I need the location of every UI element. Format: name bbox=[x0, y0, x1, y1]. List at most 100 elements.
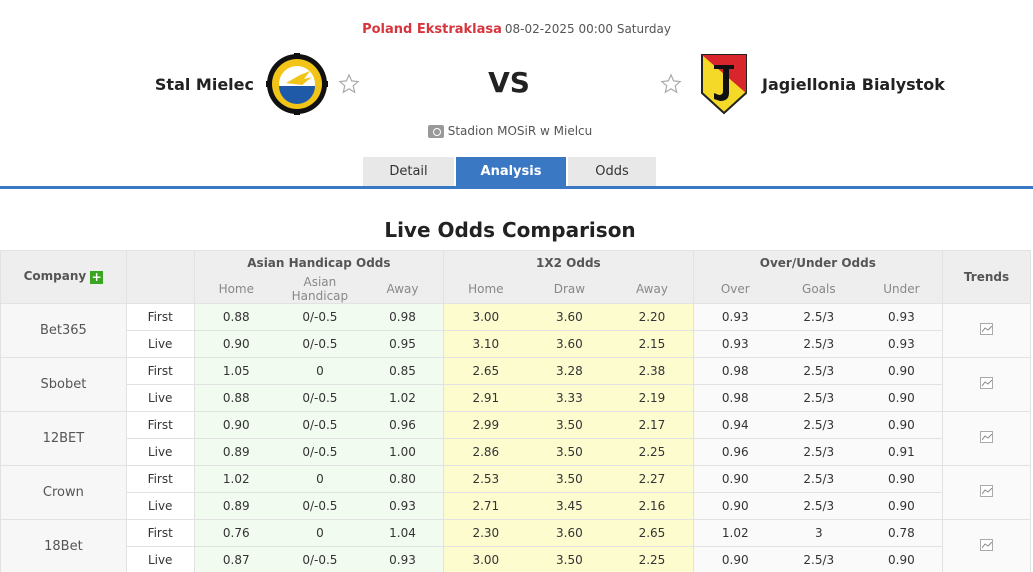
trend-cell[interactable] bbox=[942, 518, 1031, 572]
ah-odds-cell[interactable]: 0 bbox=[277, 356, 362, 385]
home-team-name[interactable]: Stal Mielec bbox=[154, 74, 254, 94]
x12-odds-cell[interactable]: 2.65 bbox=[611, 518, 694, 547]
ou-odds-cell[interactable]: 0.93 bbox=[860, 329, 944, 358]
ah-odds-cell[interactable]: 0.89 bbox=[193, 437, 278, 466]
x12-odds-cell[interactable]: 2.65 bbox=[443, 356, 528, 385]
x12-odds-cell[interactable]: 3.00 bbox=[443, 545, 528, 572]
ou-odds-cell[interactable]: 0.93 bbox=[692, 302, 777, 331]
company-name[interactable]: 18Bet bbox=[0, 518, 127, 572]
company-name[interactable]: Crown bbox=[0, 464, 127, 520]
ou-odds-cell[interactable]: 0.93 bbox=[692, 329, 777, 358]
x12-odds-cell[interactable]: 3.00 bbox=[443, 302, 528, 331]
trend-cell[interactable] bbox=[942, 302, 1031, 358]
x12-odds-cell[interactable]: 2.27 bbox=[611, 464, 694, 493]
ah-odds-cell[interactable]: 0.93 bbox=[361, 491, 445, 520]
company-name[interactable]: 12BET bbox=[0, 410, 127, 466]
ah-odds-cell[interactable]: 0.85 bbox=[361, 356, 445, 385]
ah-odds-cell[interactable]: 1.00 bbox=[361, 437, 445, 466]
company-name[interactable]: Bet365 bbox=[0, 302, 127, 358]
x12-odds-cell[interactable]: 3.60 bbox=[527, 329, 612, 358]
ou-odds-cell[interactable]: 0.90 bbox=[860, 383, 944, 412]
ou-odds-cell[interactable]: 0.93 bbox=[860, 302, 944, 331]
ah-odds-cell[interactable]: 0/-0.5 bbox=[277, 437, 362, 466]
x12-odds-cell[interactable]: 3.28 bbox=[527, 356, 612, 385]
add-company-icon[interactable]: + bbox=[90, 270, 104, 285]
ah-odds-cell[interactable]: 1.02 bbox=[361, 383, 445, 412]
trend-chart-icon[interactable] bbox=[980, 484, 994, 497]
x12-odds-cell[interactable]: 2.16 bbox=[611, 491, 694, 520]
ah-odds-cell[interactable]: 0 bbox=[277, 464, 362, 493]
ou-odds-cell[interactable]: 1.02 bbox=[692, 518, 777, 547]
ah-odds-cell[interactable]: 0.80 bbox=[361, 464, 445, 493]
ou-odds-cell[interactable]: 0.90 bbox=[860, 356, 944, 385]
ou-odds-cell[interactable]: 0.90 bbox=[860, 410, 944, 439]
ou-odds-cell[interactable]: 2.5/3 bbox=[776, 383, 861, 412]
ah-odds-cell[interactable]: 1.02 bbox=[193, 464, 278, 493]
ah-odds-cell[interactable]: 0/-0.5 bbox=[277, 545, 362, 572]
ah-odds-cell[interactable]: 0/-0.5 bbox=[277, 491, 362, 520]
x12-odds-cell[interactable]: 2.86 bbox=[443, 437, 528, 466]
x12-odds-cell[interactable]: 3.50 bbox=[527, 437, 612, 466]
ou-odds-cell[interactable]: 2.5/3 bbox=[776, 356, 861, 385]
x12-odds-cell[interactable]: 3.45 bbox=[527, 491, 612, 520]
ou-odds-cell[interactable]: 2.5/3 bbox=[776, 464, 861, 493]
ah-odds-cell[interactable]: 0.76 bbox=[193, 518, 278, 547]
x12-odds-cell[interactable]: 3.50 bbox=[527, 545, 612, 572]
ou-odds-cell[interactable]: 0.96 bbox=[692, 437, 777, 466]
ah-odds-cell[interactable]: 0/-0.5 bbox=[277, 410, 362, 439]
ah-odds-cell[interactable]: 1.04 bbox=[361, 518, 445, 547]
trend-cell[interactable] bbox=[942, 410, 1031, 466]
ou-odds-cell[interactable]: 0.90 bbox=[692, 464, 777, 493]
ah-odds-cell[interactable]: 0.93 bbox=[361, 545, 445, 572]
x12-odds-cell[interactable]: 2.25 bbox=[611, 437, 694, 466]
ou-odds-cell[interactable]: 2.5/3 bbox=[776, 491, 861, 520]
ou-odds-cell[interactable]: 0.90 bbox=[860, 545, 944, 572]
trend-chart-icon[interactable] bbox=[980, 376, 994, 389]
x12-odds-cell[interactable]: 2.38 bbox=[611, 356, 694, 385]
trend-chart-icon[interactable] bbox=[980, 538, 994, 551]
ou-odds-cell[interactable]: 3 bbox=[776, 518, 861, 547]
ah-odds-cell[interactable]: 0 bbox=[277, 518, 362, 547]
x12-odds-cell[interactable]: 2.17 bbox=[611, 410, 694, 439]
ah-odds-cell[interactable]: 0.90 bbox=[193, 410, 278, 439]
ah-odds-cell[interactable]: 0.88 bbox=[193, 302, 278, 331]
ou-odds-cell[interactable]: 2.5/3 bbox=[776, 545, 861, 572]
x12-odds-cell[interactable]: 3.50 bbox=[527, 410, 612, 439]
ou-odds-cell[interactable]: 0.98 bbox=[692, 356, 777, 385]
trend-chart-icon[interactable] bbox=[980, 322, 994, 335]
x12-odds-cell[interactable]: 3.33 bbox=[527, 383, 612, 412]
ah-odds-cell[interactable]: 0/-0.5 bbox=[277, 302, 362, 331]
ou-odds-cell[interactable]: 0.98 bbox=[692, 383, 777, 412]
ou-odds-cell[interactable]: 0.90 bbox=[860, 464, 944, 493]
trend-cell[interactable] bbox=[942, 356, 1031, 412]
favorite-star-icon[interactable] bbox=[338, 73, 360, 95]
ah-odds-cell[interactable]: 1.05 bbox=[193, 356, 278, 385]
ah-odds-cell[interactable]: 0/-0.5 bbox=[277, 329, 362, 358]
ou-odds-cell[interactable]: 0.90 bbox=[860, 491, 944, 520]
ou-odds-cell[interactable]: 0.90 bbox=[692, 491, 777, 520]
ah-odds-cell[interactable]: 0.98 bbox=[361, 302, 445, 331]
x12-odds-cell[interactable]: 2.91 bbox=[443, 383, 528, 412]
ou-odds-cell[interactable]: 2.5/3 bbox=[776, 410, 861, 439]
ah-odds-cell[interactable]: 0.88 bbox=[193, 383, 278, 412]
tab-analysis[interactable]: Analysis bbox=[456, 157, 566, 187]
ah-odds-cell[interactable]: 0.96 bbox=[361, 410, 445, 439]
tab-detail[interactable]: Detail bbox=[363, 157, 454, 187]
trend-cell[interactable] bbox=[942, 464, 1031, 520]
company-name[interactable]: Sbobet bbox=[0, 356, 127, 412]
trend-chart-icon[interactable] bbox=[980, 430, 994, 443]
ah-odds-cell[interactable]: 0.87 bbox=[193, 545, 278, 572]
x12-odds-cell[interactable]: 2.99 bbox=[443, 410, 528, 439]
ou-odds-cell[interactable]: 2.5/3 bbox=[776, 329, 861, 358]
tab-odds[interactable]: Odds bbox=[568, 157, 656, 187]
ou-odds-cell[interactable]: 0.78 bbox=[860, 518, 944, 547]
ou-odds-cell[interactable]: 2.5/3 bbox=[776, 437, 861, 466]
x12-odds-cell[interactable]: 2.30 bbox=[443, 518, 528, 547]
x12-odds-cell[interactable]: 3.60 bbox=[527, 518, 612, 547]
ah-odds-cell[interactable]: 0/-0.5 bbox=[277, 383, 362, 412]
league-name[interactable]: Poland Ekstraklasa bbox=[362, 22, 502, 37]
x12-odds-cell[interactable]: 2.15 bbox=[611, 329, 694, 358]
x12-odds-cell[interactable]: 2.25 bbox=[611, 545, 694, 572]
x12-odds-cell[interactable]: 2.71 bbox=[443, 491, 528, 520]
ah-odds-cell[interactable]: 0.89 bbox=[193, 491, 278, 520]
